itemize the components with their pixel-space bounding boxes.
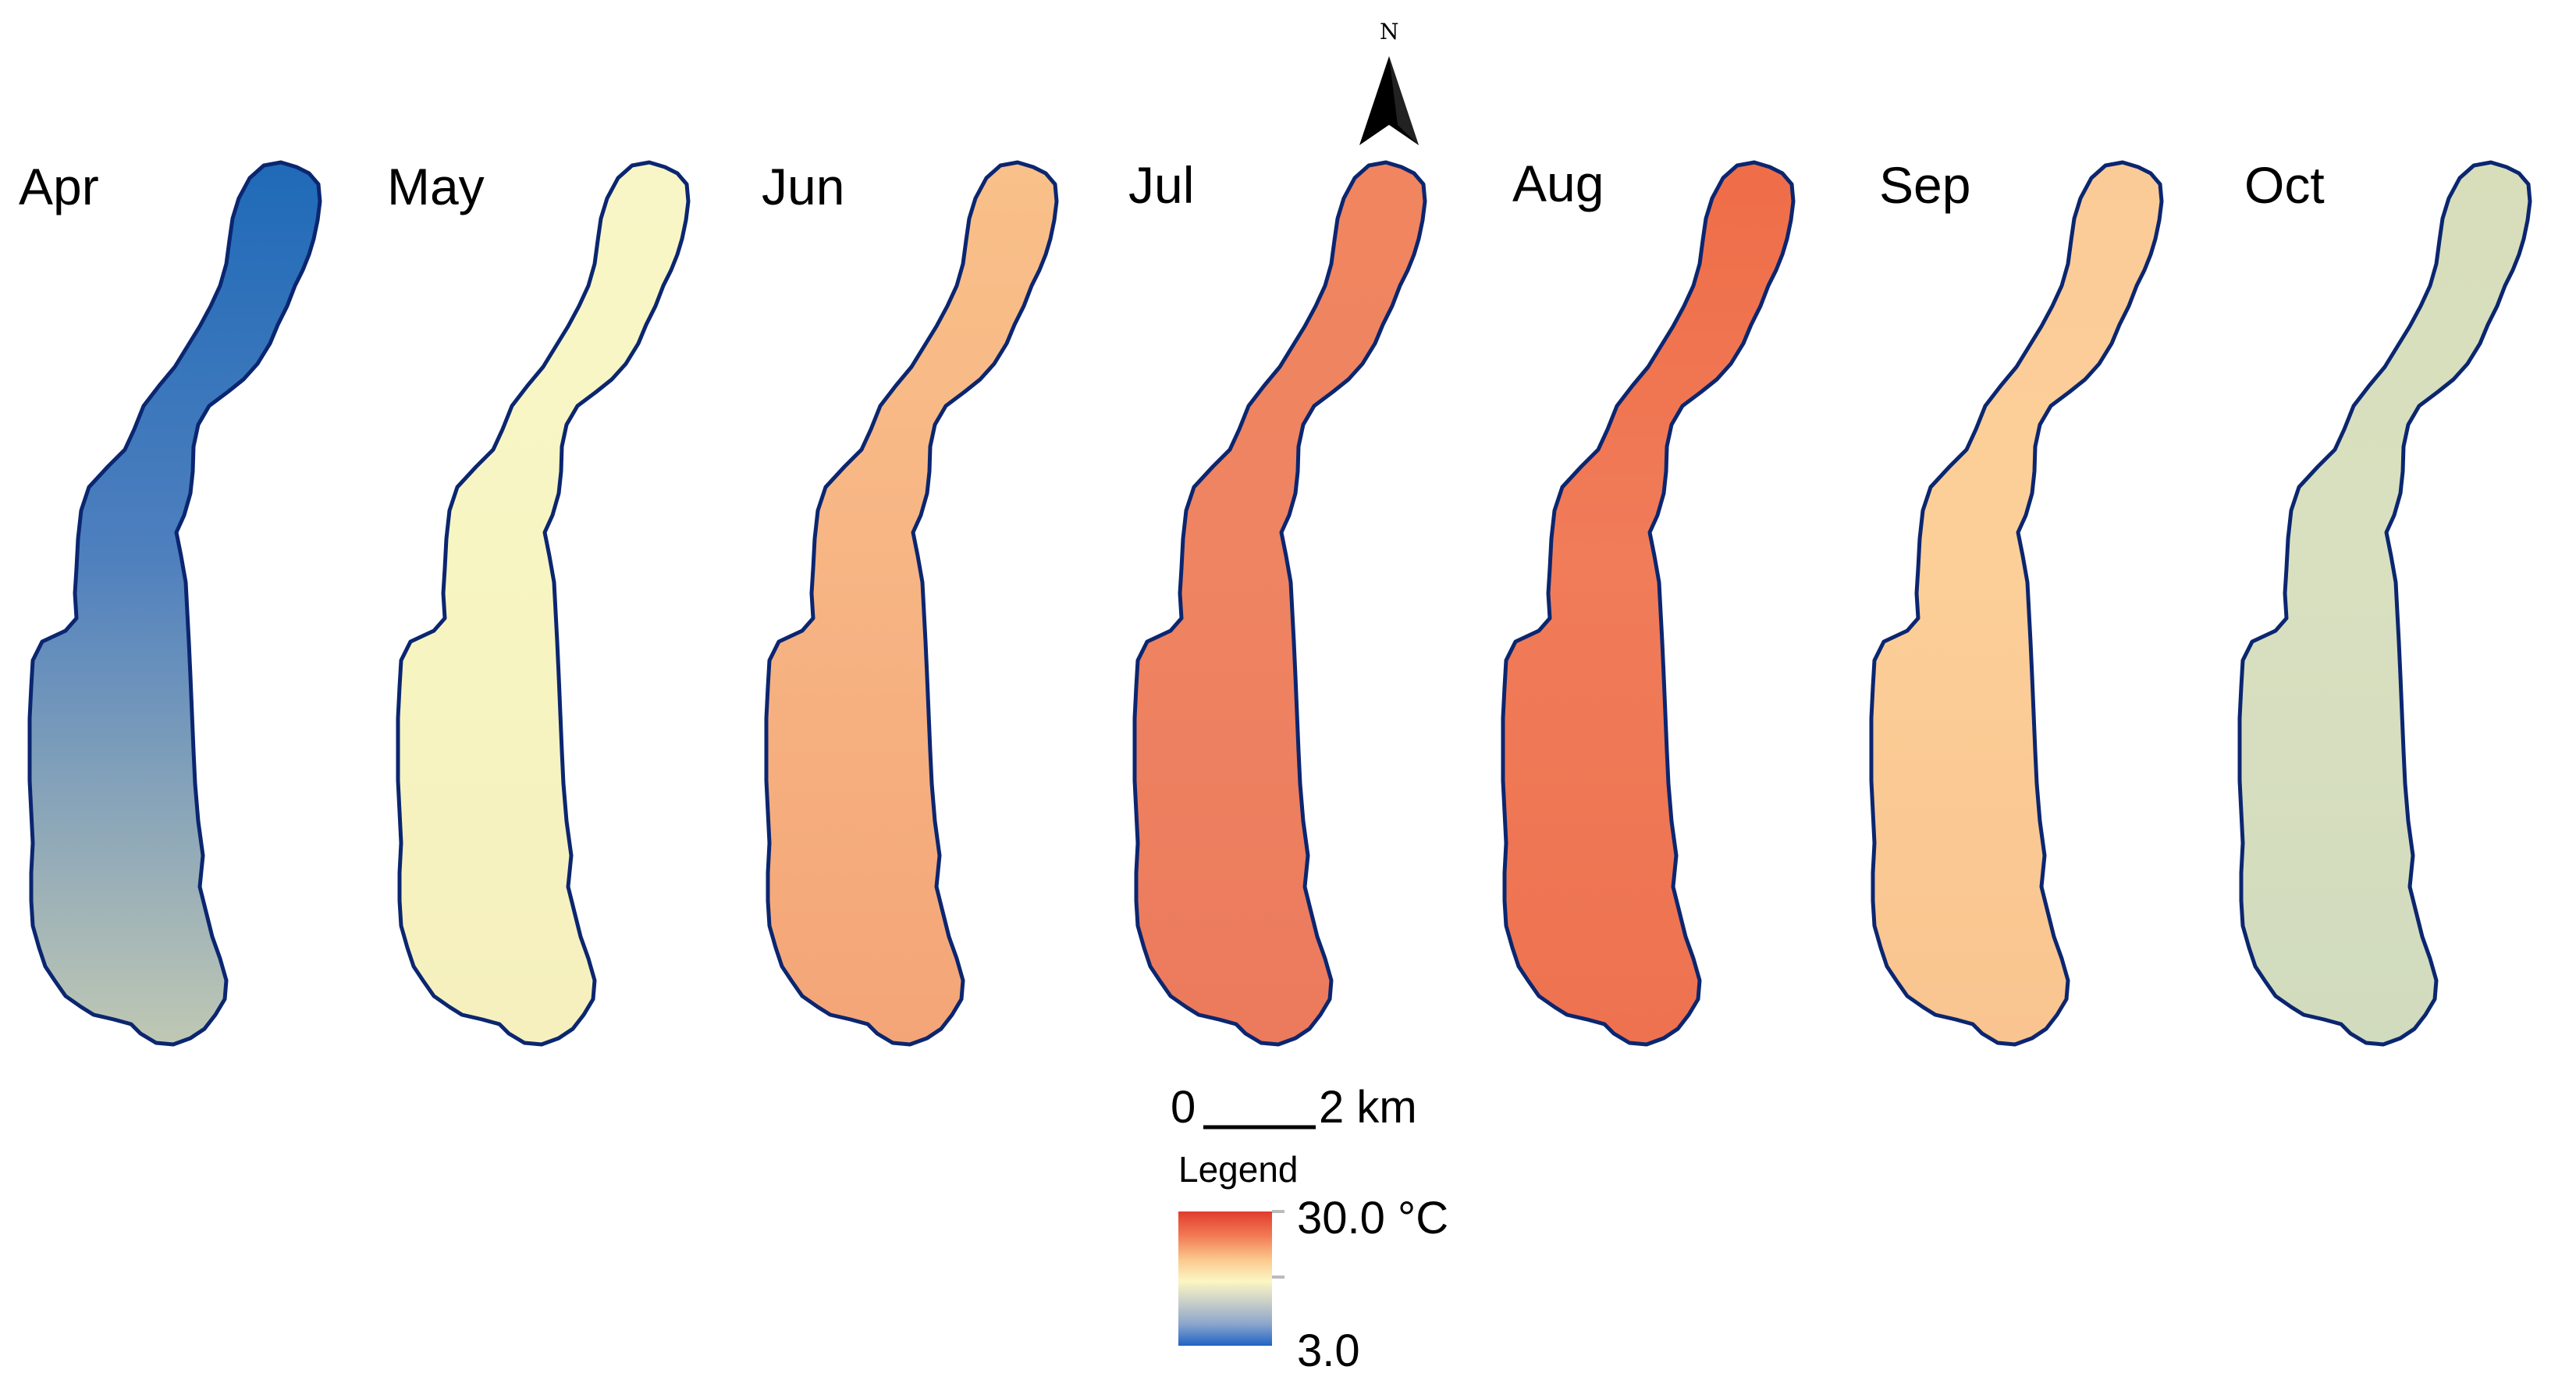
- lake-may: [398, 162, 688, 1044]
- map-panel-oct: Oct: [2240, 156, 2530, 1044]
- panel-label-jun: Jun: [762, 158, 844, 215]
- map-panel-apr: Apr: [19, 158, 320, 1044]
- lake-apr: [30, 162, 320, 1044]
- panel-label-may: May: [387, 158, 485, 215]
- lake-sep: [1871, 162, 2162, 1044]
- north-arrow-icon: [1359, 56, 1419, 145]
- lake-jun: [766, 162, 1057, 1044]
- lake-jul: [1135, 162, 1425, 1044]
- panel-label-oct: Oct: [2244, 156, 2325, 214]
- legend-max-label: 30.0 °C: [1297, 1193, 1448, 1243]
- scale-bar: 0 2 km: [1171, 1082, 1417, 1133]
- legend: Legend 30.0 °C 3.0: [1178, 1149, 1448, 1376]
- panel-label-sep: Sep: [1879, 156, 1970, 214]
- legend-title: Legend: [1178, 1149, 1299, 1190]
- map-panel-may: May: [387, 158, 688, 1044]
- legend-color-ramp: [1178, 1211, 1272, 1346]
- panel-label-jul: Jul: [1128, 156, 1194, 214]
- scale-end: 2 km: [1319, 1082, 1417, 1133]
- north-arrow: N: [1359, 19, 1419, 145]
- north-label: N: [1380, 19, 1399, 44]
- map-panel-sep: Sep: [1871, 156, 2162, 1044]
- panel-label-apr: Apr: [19, 158, 99, 215]
- lake-aug: [1503, 162, 1793, 1044]
- lake-oct: [2240, 162, 2530, 1044]
- scale-start: 0: [1171, 1082, 1196, 1133]
- map-panel-jun: Jun: [762, 158, 1057, 1044]
- map-panel-jul: Jul: [1128, 156, 1425, 1044]
- map-panel-aug: Aug: [1503, 155, 1793, 1044]
- legend-min-label: 3.0: [1297, 1325, 1360, 1376]
- panel-label-aug: Aug: [1512, 155, 1604, 212]
